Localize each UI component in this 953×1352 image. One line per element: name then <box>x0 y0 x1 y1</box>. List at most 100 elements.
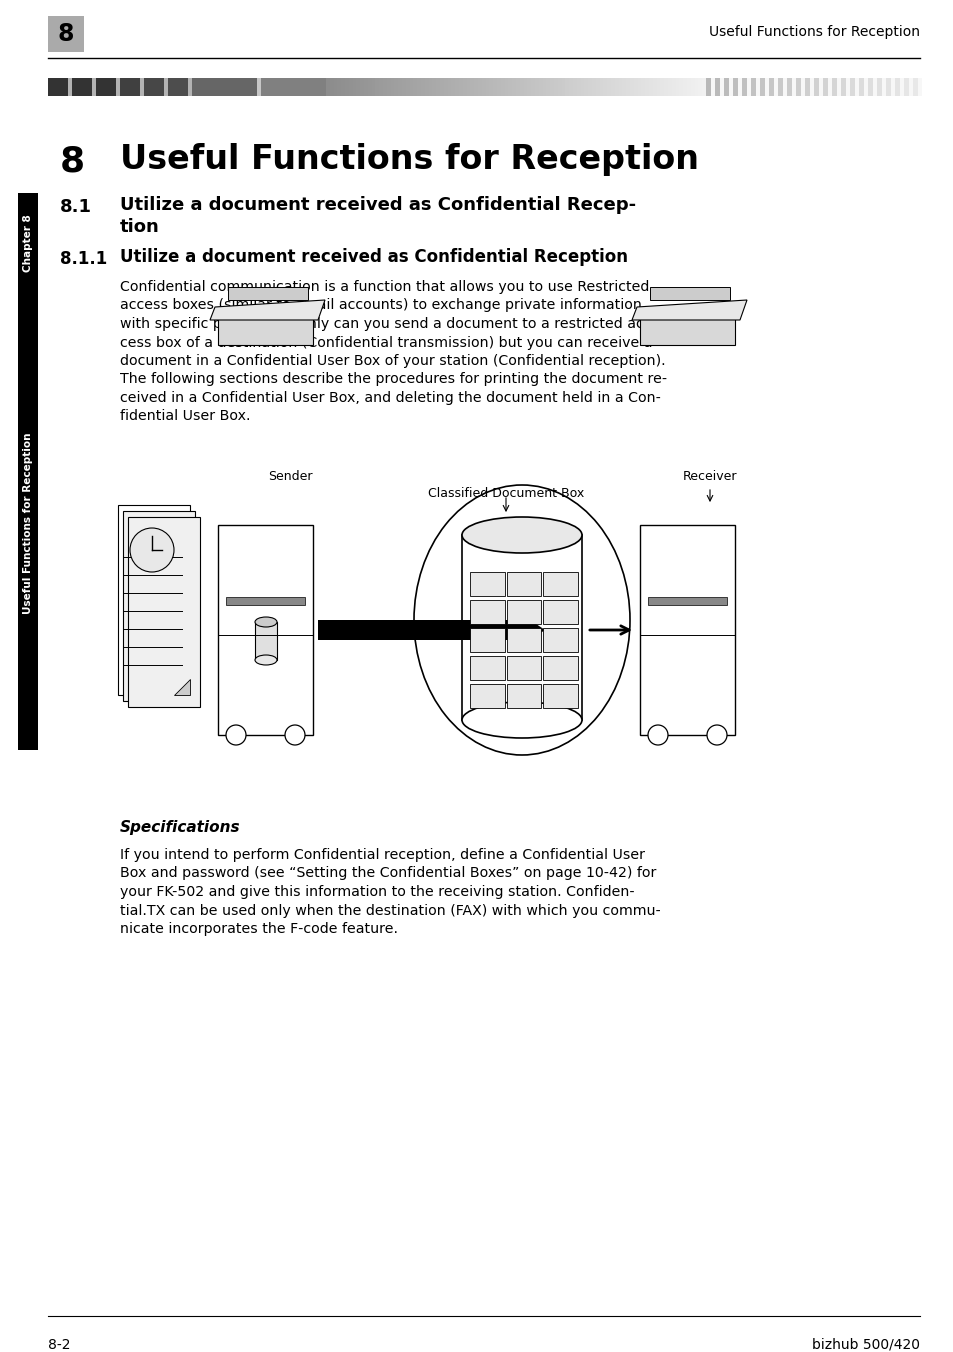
Bar <box>140 78 144 96</box>
Text: 8.1: 8.1 <box>60 197 91 216</box>
Bar <box>782 78 786 96</box>
Bar <box>337 78 341 96</box>
Ellipse shape <box>254 617 276 627</box>
Bar <box>854 78 858 96</box>
Bar <box>647 598 726 604</box>
Bar <box>746 78 750 96</box>
Bar <box>120 78 140 96</box>
Bar <box>516 78 519 96</box>
Bar <box>330 78 334 96</box>
Bar <box>409 78 414 96</box>
Bar <box>382 78 387 96</box>
Bar <box>168 78 188 96</box>
Bar <box>506 684 540 708</box>
Bar <box>903 78 908 96</box>
Bar <box>470 572 504 596</box>
Bar <box>447 78 452 96</box>
Bar <box>917 78 921 96</box>
Bar <box>368 78 372 96</box>
Bar <box>508 78 512 96</box>
Bar <box>686 78 691 96</box>
Bar <box>128 516 200 707</box>
Bar <box>341 78 345 96</box>
Bar <box>538 78 542 96</box>
Text: Receiver: Receiver <box>682 470 737 483</box>
Ellipse shape <box>461 702 581 738</box>
Bar <box>470 627 504 652</box>
Bar <box>633 78 638 96</box>
Bar <box>543 572 578 596</box>
Bar <box>648 78 653 96</box>
Bar <box>750 78 755 96</box>
Bar <box>644 78 649 96</box>
Text: tion: tion <box>120 218 159 237</box>
Bar <box>801 78 804 96</box>
Bar <box>493 78 497 96</box>
Bar <box>543 684 578 708</box>
Polygon shape <box>649 287 729 300</box>
Bar <box>424 78 429 96</box>
Bar <box>694 78 699 96</box>
Bar <box>470 684 504 708</box>
Bar <box>637 78 641 96</box>
Bar <box>543 600 578 625</box>
Text: 8.1.1: 8.1.1 <box>60 250 107 268</box>
Bar <box>345 78 349 96</box>
Text: fidential User Box.: fidential User Box. <box>120 410 251 423</box>
Bar <box>218 315 313 345</box>
Bar <box>226 598 305 604</box>
Polygon shape <box>631 300 746 320</box>
Bar <box>394 78 398 96</box>
Bar <box>720 78 723 96</box>
Bar <box>405 78 410 96</box>
Bar <box>523 78 527 96</box>
Bar <box>809 78 813 96</box>
Text: 8-2: 8-2 <box>48 1338 71 1352</box>
Text: Classified Document Box: Classified Document Box <box>428 487 583 500</box>
Bar <box>760 78 764 96</box>
Text: Chapter 8: Chapter 8 <box>23 214 33 272</box>
Bar <box>656 78 660 96</box>
Bar <box>849 78 854 96</box>
Text: document in a Confidential User Box of your station (Confidential reception).: document in a Confidential User Box of y… <box>120 354 665 368</box>
Bar <box>436 78 440 96</box>
Bar <box>462 78 467 96</box>
Polygon shape <box>210 300 325 320</box>
Text: Sender: Sender <box>268 470 312 483</box>
Bar <box>640 78 645 96</box>
Bar <box>592 78 596 96</box>
Ellipse shape <box>461 516 581 553</box>
Bar <box>778 78 782 96</box>
Bar <box>506 627 540 652</box>
Bar <box>596 78 599 96</box>
Bar <box>397 78 402 96</box>
Bar <box>580 78 584 96</box>
Bar <box>531 78 535 96</box>
Bar <box>682 78 687 96</box>
Bar <box>123 511 194 700</box>
Bar <box>428 78 433 96</box>
Bar <box>461 535 581 721</box>
Bar <box>477 78 482 96</box>
Text: If you intend to perform Confidential reception, define a Confidential User: If you intend to perform Confidential re… <box>120 848 644 863</box>
Bar <box>48 16 84 51</box>
Bar <box>485 78 490 96</box>
Text: Specifications: Specifications <box>120 821 240 836</box>
Text: cess box of a destination (Confidential transmission) but you can receive a: cess box of a destination (Confidential … <box>120 335 652 350</box>
Bar <box>550 78 554 96</box>
Bar <box>791 78 795 96</box>
Bar <box>610 78 615 96</box>
Bar <box>364 78 368 96</box>
Bar <box>356 78 360 96</box>
Bar <box>732 78 738 96</box>
Bar <box>561 78 565 96</box>
Bar <box>481 78 486 96</box>
Bar <box>804 78 809 96</box>
Bar <box>353 78 356 96</box>
Bar <box>256 78 261 96</box>
Bar <box>845 78 849 96</box>
Bar <box>885 78 890 96</box>
Bar <box>326 78 330 96</box>
Bar <box>876 78 882 96</box>
Bar <box>831 78 836 96</box>
